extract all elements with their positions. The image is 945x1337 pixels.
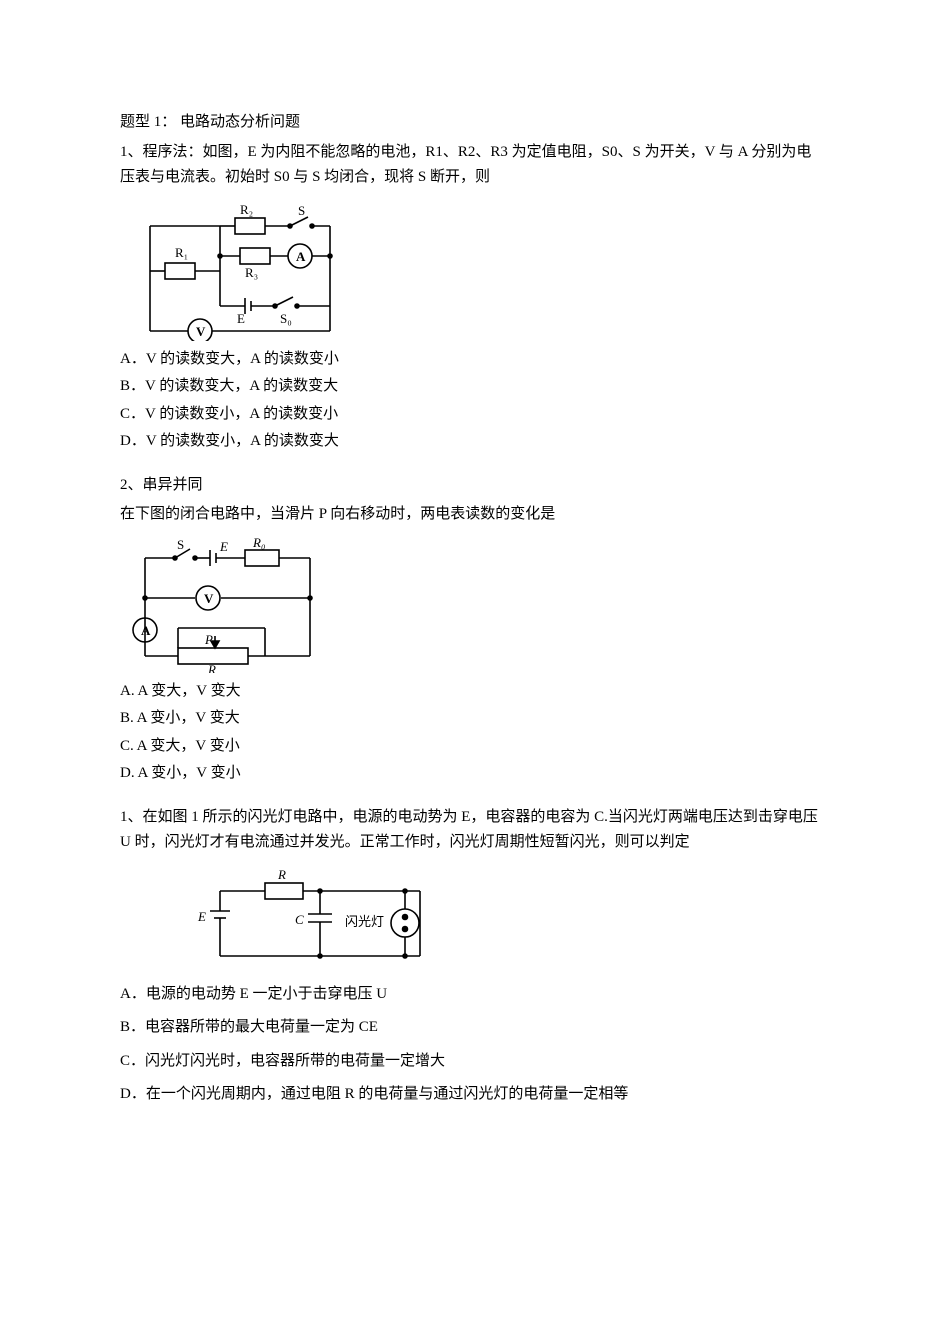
label3-c: C (295, 912, 304, 927)
diagram-3: E R C 闪光灯 (180, 866, 825, 976)
label-e: E (237, 311, 245, 326)
label-v: V (196, 324, 206, 339)
label-s0: S₀ (280, 311, 292, 326)
q2-opt-c: C. A 变大，V 变小 (120, 734, 825, 760)
circuit-1-svg: R₁ R₂ S R₃ A E S₀ V (120, 201, 350, 341)
diagram-1: R₁ R₂ S R₃ A E S₀ V (120, 201, 825, 341)
label-r3: R₃ (245, 265, 258, 280)
label2-v: V (204, 591, 214, 606)
q2-stem: 在下图的闭合电路中，当滑片 P 向右移动时，两电表读数的变化是 (120, 502, 825, 528)
label3-r: R (277, 867, 286, 882)
q2-opt-b: B. A 变小，V 变大 (120, 706, 825, 732)
q3-opt-c: C．闪光灯闪光时，电容器所带的电荷量一定增大 (120, 1049, 825, 1075)
label2-e: E (219, 539, 228, 554)
label2-r0: R₀ (252, 538, 265, 550)
q3-opt-b: B．电容器所带的最大电荷量一定为 CE (120, 1015, 825, 1041)
q1-title: 题型 1： 电路动态分析问题 (120, 110, 825, 136)
label-s: S (298, 203, 305, 218)
q1-options: A．V 的读数变大，A 的读数变小 B．V 的读数变大，A 的读数变大 C．V … (120, 347, 825, 455)
q2-opt-d: D. A 变小，V 变小 (120, 761, 825, 787)
q1-opt-c: C．V 的读数变小，A 的读数变小 (120, 402, 825, 428)
circuit-3-svg: E R C 闪光灯 (180, 866, 450, 976)
diagram-2: S E R₀ V A P R (120, 538, 825, 673)
label2-r: R (207, 662, 216, 673)
q3-opt-a: A．电源的电动势 E 一定小于击穿电压 U (120, 982, 825, 1008)
q2-options: A. A 变大，V 变大 B. A 变小，V 变大 C. A 变大，V 变小 D… (120, 679, 825, 787)
q3-opt-d: D．在一个闪光周期内，通过电阻 R 的电荷量与通过闪光灯的电荷量一定相等 (120, 1082, 825, 1108)
circuit-2-svg: S E R₀ V A P R (120, 538, 330, 673)
label-a: A (296, 249, 306, 264)
q1-opt-a: A．V 的读数变大，A 的读数变小 (120, 347, 825, 373)
q3-options: A．电源的电动势 E 一定小于击穿电压 U B．电容器所带的最大电荷量一定为 C… (120, 982, 825, 1108)
q1-opt-b: B．V 的读数变大，A 的读数变大 (120, 374, 825, 400)
q1-opt-d: D．V 的读数变小，A 的读数变大 (120, 429, 825, 455)
label3-e: E (197, 909, 206, 924)
label2-p: P (204, 632, 213, 647)
q3-stem: 1、在如图 1 所示的闪光灯电路中，电源的电动势为 E，电容器的电容为 C.当闪… (120, 805, 825, 856)
label-r1: R₁ (175, 245, 188, 260)
label-r2: R₂ (240, 202, 253, 217)
q2-title: 2、串异并同 (120, 473, 825, 499)
q1-stem: 1、程序法：如图，E 为内阻不能忽略的电池，R1、R2、R3 为定值电阻，S0、… (120, 140, 825, 191)
label3-lamp: 闪光灯 (345, 914, 384, 929)
label2-s: S (177, 538, 184, 552)
label2-a: A (141, 623, 151, 638)
q2-opt-a: A. A 变大，V 变大 (120, 679, 825, 705)
